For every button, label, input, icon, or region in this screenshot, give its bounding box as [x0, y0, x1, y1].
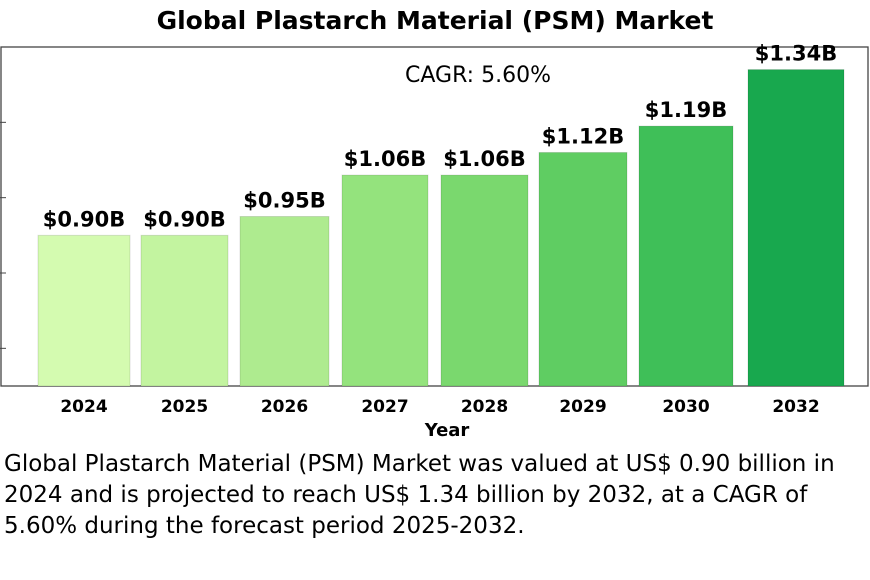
market-description: Global Plastarch Material (PSM) Market w… [4, 451, 835, 539]
bar-2032 [747, 69, 845, 387]
data-label-2032: $1.34B [755, 42, 837, 66]
bar-2027 [341, 174, 429, 387]
bar-2026 [239, 216, 330, 387]
data-label-2029: $1.12B [542, 124, 624, 148]
data-label-2024: $0.90B [43, 207, 125, 231]
x-tick-label-2027: 2027 [361, 397, 408, 417]
x-tick-label-2029: 2029 [559, 397, 606, 417]
plot-frame [0, 46, 869, 387]
data-label-2027: $1.06B [344, 147, 426, 171]
x-tick-label-2030: 2030 [662, 397, 709, 417]
bar-2029 [538, 151, 628, 387]
x-tick-label-2025: 2025 [161, 397, 208, 417]
x-tick-label-2026: 2026 [261, 397, 308, 417]
bar-2030 [638, 125, 734, 387]
data-label-2030: $1.19B [645, 98, 727, 122]
bar-2025 [140, 234, 229, 387]
bar-2024 [37, 234, 131, 387]
data-label-2026: $0.95B [243, 189, 325, 213]
x-tick-label-2024: 2024 [60, 397, 107, 417]
data-label-2025: $0.90B [143, 207, 225, 231]
bar-2028 [440, 174, 529, 387]
data-label-2028: $1.06B [443, 147, 525, 171]
x-tick-label-2032: 2032 [772, 397, 819, 417]
x-tick-label-2028: 2028 [461, 397, 508, 417]
bar-chart: $0.90B $0.90B $0.95B $1.06B $1.06B $1.12B $1.1… [0, 42, 869, 441]
chart-title: Global Plastarch Material (PSM) Market [156, 6, 714, 35]
cagr-annotation: CAGR: 5.60% [405, 63, 551, 88]
x-axis-label: Year [424, 420, 470, 441]
